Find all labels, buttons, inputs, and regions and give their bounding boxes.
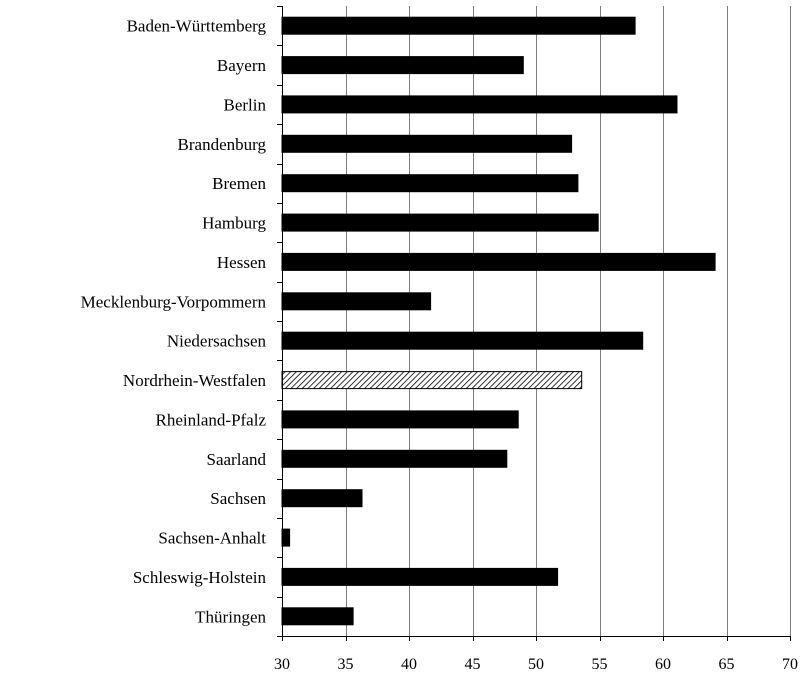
- x-tick-label-65: 65: [719, 656, 735, 673]
- bar-rheinland-pfalz: [281, 410, 519, 429]
- category-label-hessen: Hessen: [217, 253, 267, 272]
- x-tick-label-35: 35: [338, 656, 354, 673]
- x-tick-label-55: 55: [592, 656, 608, 673]
- bar-nordrhein-westfalen: [281, 371, 583, 390]
- bar-bremen: [281, 174, 579, 193]
- bar-sachsen-anhalt: [281, 528, 291, 547]
- category-label-saarland: Saarland: [207, 450, 267, 469]
- category-label-niedersachsen: Niedersachsen: [167, 332, 267, 351]
- x-tick-label-70: 70: [782, 656, 798, 673]
- x-tick-labels: 30 35 40 45 50 55 60 65 70: [274, 656, 798, 673]
- category-label-bayern: Bayern: [217, 56, 267, 75]
- axes: [277, 6, 791, 641]
- category-label-hamburg: Hamburg: [202, 214, 266, 233]
- category-label-brandenburg: Brandenburg: [178, 135, 267, 154]
- category-label-mecklenburg-vorpommern: Mecklenburg-Vorpommern: [81, 292, 267, 311]
- bar-mecklenburg-vorpommern: [281, 292, 432, 311]
- x-tick-label-50: 50: [528, 656, 544, 673]
- bar-sachsen: [281, 489, 363, 508]
- bar-brandenburg: [281, 134, 573, 153]
- category-label-baden-wurttemberg: Baden-Württemberg: [127, 17, 267, 36]
- bar-thuringen: [281, 607, 354, 626]
- bar-niedersachsen: [281, 331, 644, 350]
- category-label-sachsen: Sachsen: [210, 489, 266, 508]
- bar-hamburg: [281, 213, 599, 232]
- bars: [281, 16, 716, 626]
- x-tick-label-40: 40: [401, 656, 417, 673]
- category-label-nordrhein-westfalen: Nordrhein-Westfalen: [123, 371, 267, 390]
- category-label-schleswig-holstein: Schleswig-Holstein: [133, 568, 267, 587]
- x-tick-label-45: 45: [465, 656, 481, 673]
- category-labels: Baden-Württemberg Bayern Berlin Brandenburg…: [81, 17, 267, 627]
- bar-hessen: [281, 252, 716, 271]
- bar-saarland: [281, 449, 508, 468]
- x-tick-label-60: 60: [655, 656, 671, 673]
- bar-schleswig-holstein: [281, 567, 559, 586]
- bar-bayern: [281, 56, 524, 75]
- x-tick-label-30: 30: [274, 656, 290, 673]
- category-label-berlin: Berlin: [224, 95, 267, 114]
- bar-baden-wurttemberg: [281, 16, 636, 35]
- category-label-bremen: Bremen: [212, 174, 266, 193]
- category-label-thuringen: Thüringen: [195, 607, 266, 626]
- bar-berlin: [281, 95, 678, 114]
- category-label-rheinland-pfalz: Rheinland-Pfalz: [156, 410, 267, 429]
- category-label-sachsen-anhalt: Sachsen-Anhalt: [158, 529, 266, 548]
